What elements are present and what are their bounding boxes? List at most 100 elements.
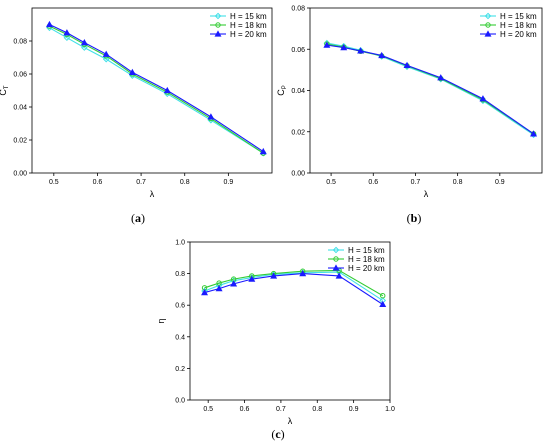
- y-tick-label: 0.02: [13, 138, 27, 145]
- legend-marker: [333, 256, 339, 262]
- series-line-1: [49, 27, 264, 154]
- y-tick-label: 0.00: [291, 171, 305, 178]
- x-tick-label: 0.6: [368, 179, 378, 186]
- data-point: [323, 41, 331, 48]
- x-tick-label: 0.9: [223, 179, 233, 186]
- x-tick-label: 0.6: [240, 406, 250, 413]
- legend-label: H = 20 km: [348, 264, 385, 273]
- series-line-1: [326, 42, 534, 136]
- data-point: [163, 86, 171, 94]
- x-tick-label: 0.8: [453, 179, 463, 186]
- legend-marker: [484, 30, 492, 37]
- data-point: [437, 74, 445, 81]
- data-point: [63, 29, 71, 36]
- y-tick-label: 0.04: [291, 88, 305, 95]
- legend-label: H = 18 km: [348, 255, 385, 264]
- y-tick-label: 0.04: [13, 105, 27, 112]
- x-tick-label: 0.9: [349, 406, 359, 413]
- legend-label: H = 18 km: [500, 21, 537, 30]
- x-tick-label: 0.5: [203, 406, 213, 413]
- data-point: [530, 130, 538, 137]
- plot-frame: [31, 7, 273, 174]
- x-tick-label: 0.7: [411, 179, 421, 186]
- y-tick-label: 0.4: [175, 334, 185, 341]
- data-point: [378, 51, 386, 59]
- data-point: [357, 47, 365, 54]
- y-axis-label: CP: [276, 85, 288, 96]
- data-point: [380, 293, 386, 299]
- data-point: [80, 39, 88, 46]
- data-point: [403, 61, 411, 68]
- y-tick-label: 0.6: [175, 303, 185, 310]
- y-tick-label: 1.0: [175, 240, 185, 247]
- series-line-2: [326, 43, 534, 135]
- data-point: [479, 95, 487, 102]
- y-axis-label: η: [156, 318, 166, 323]
- y-tick-label: 0.08: [13, 39, 27, 46]
- data-point: [340, 43, 348, 51]
- y-tick-label: 0.00: [13, 171, 27, 178]
- data-point: [81, 44, 88, 51]
- legend-marker: [485, 22, 491, 28]
- data-point: [270, 272, 278, 279]
- y-tick-label: 0.08: [291, 6, 305, 13]
- data-point: [45, 20, 53, 28]
- chart-panel-a: 0.5 0.6 0.7 0.8 0.9 0.00 0.02 0.04 0.06 0.08 λ CT H …: [0, 7, 273, 225]
- y-tick-label: 0.8: [175, 271, 185, 278]
- legend-marker: [484, 12, 492, 20]
- y-tick-label: 0.02: [291, 129, 305, 136]
- data-point: [299, 269, 307, 277]
- legend-marker: [214, 12, 222, 20]
- data-point: [259, 147, 267, 155]
- legend-marker: [332, 264, 340, 271]
- series-line-2: [49, 25, 264, 154]
- panel-label: (c): [271, 427, 284, 441]
- legend-label: H = 18 km: [230, 21, 267, 30]
- data-point: [102, 50, 110, 57]
- legend-marker: [214, 30, 222, 37]
- legend-marker: [332, 246, 340, 254]
- y-tick-label: 0.0: [175, 398, 185, 405]
- x-tick-label: 0.8: [312, 406, 322, 413]
- x-axis-label: λ: [424, 189, 429, 199]
- y-axis-label-subscript: T: [4, 85, 10, 89]
- panel-label: (b): [407, 211, 422, 225]
- legend-label: H = 15 km: [230, 12, 267, 21]
- series-line-3: [204, 273, 384, 305]
- data-point: [335, 272, 343, 279]
- data-point: [128, 68, 136, 75]
- x-tick-label: 0.9: [495, 179, 505, 186]
- data-point: [63, 34, 71, 42]
- x-axis-label: λ: [150, 189, 155, 199]
- data-point: [230, 280, 238, 287]
- legend-label: H = 15 km: [348, 246, 385, 255]
- data-point: [215, 284, 223, 292]
- x-tick-label: 0.7: [136, 179, 146, 186]
- data-point: [201, 288, 209, 296]
- data-point: [379, 300, 387, 308]
- y-tick-label: 0.06: [13, 72, 27, 79]
- plot-frame: [189, 241, 391, 401]
- data-point: [248, 275, 256, 282]
- y-tick-label: 0.2: [175, 366, 185, 373]
- legend-label: H = 20 km: [230, 30, 267, 39]
- chart-panel-c: 0.5 0.6 0.7 0.8 0.9 1.0 0.0 0.2 0.4 0.6 0.8 1.0 λ η H …: [156, 240, 395, 442]
- chart-panel-b: 0.5 0.6 0.7 0.8 0.9 0.00 0.02 0.04 0.06 0.08 λ CP H …: [276, 6, 543, 225]
- x-tick-label: 0.6: [93, 179, 103, 186]
- x-tick-label: 0.5: [326, 179, 336, 186]
- x-tick-label: 1.0: [385, 406, 395, 413]
- x-tick-label: 0.8: [180, 179, 190, 186]
- y-axis-label: CT: [0, 85, 10, 96]
- y-axis-label-subscript: P: [282, 85, 288, 89]
- panel-label: (a): [131, 211, 145, 225]
- data-point: [102, 55, 110, 63]
- series-line-3: [326, 44, 534, 135]
- legend-label: H = 15 km: [500, 12, 537, 21]
- legend-label: H = 20 km: [500, 30, 537, 39]
- x-tick-label: 0.7: [276, 406, 286, 413]
- legend-marker: [215, 22, 221, 28]
- x-tick-label: 0.5: [49, 179, 59, 186]
- data-point: [207, 113, 215, 120]
- y-tick-label: 0.06: [291, 47, 305, 54]
